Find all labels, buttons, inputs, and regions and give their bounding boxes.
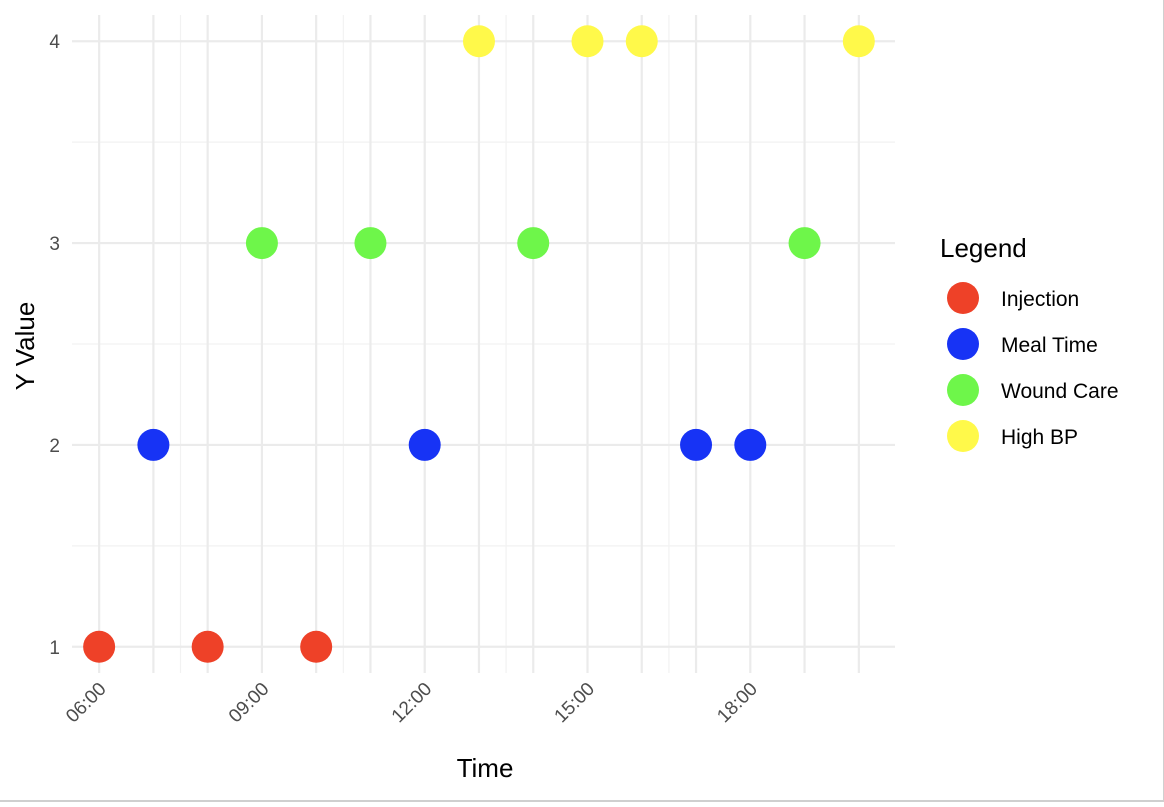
point-wound-care xyxy=(245,227,278,260)
point-injection xyxy=(83,630,116,663)
point-meal-time xyxy=(680,428,713,461)
y-axis-title: Y Value xyxy=(10,302,40,391)
legend-label-meal-time: Meal Time xyxy=(1001,334,1098,357)
legend-label-injection: Injection xyxy=(1001,288,1079,311)
point-high-bp xyxy=(842,25,875,58)
y-tick-label: 3 xyxy=(49,234,60,255)
point-meal-time xyxy=(734,428,767,461)
x-tick-label: 18:00 xyxy=(713,679,761,727)
point-wound-care xyxy=(517,227,550,260)
y-tick-label: 4 xyxy=(49,32,60,53)
point-high-bp xyxy=(462,25,495,58)
legend-items: Injection Meal Time Wound Care High BP xyxy=(947,282,1119,452)
legend-item-wound-care: Wound Care xyxy=(947,374,1119,406)
y-axis-ticks: 1 2 3 4 xyxy=(49,32,60,659)
x-axis-title: Time xyxy=(457,753,514,783)
legend-key-injection xyxy=(947,282,979,314)
x-tick-label: 12:00 xyxy=(388,679,436,727)
point-wound-care xyxy=(354,227,387,260)
legend-item-injection: Injection xyxy=(947,282,1079,314)
x-tick-label: 09:00 xyxy=(225,679,273,727)
legend-key-high-bp xyxy=(947,420,979,452)
point-injection xyxy=(191,630,224,663)
legend-key-wound-care xyxy=(947,374,979,406)
data-points xyxy=(83,25,875,663)
point-wound-care xyxy=(788,227,821,260)
x-tick-label: 06:00 xyxy=(62,679,110,727)
legend-title: Legend xyxy=(940,233,1027,263)
point-meal-time xyxy=(137,428,170,461)
point-high-bp xyxy=(625,25,658,58)
legend-item-meal-time: Meal Time xyxy=(947,328,1098,360)
point-injection xyxy=(300,630,333,663)
point-meal-time xyxy=(408,428,441,461)
y-tick-label: 1 xyxy=(49,638,60,659)
x-tick-label: 15:00 xyxy=(551,679,599,727)
x-axis-ticks: 06:00 09:00 12:00 15:00 18:00 xyxy=(62,679,762,727)
grid xyxy=(72,15,895,673)
legend: Legend Injection Meal Time Wound Care High … xyxy=(940,233,1119,452)
y-tick-label: 2 xyxy=(49,436,60,457)
legend-key-meal-time xyxy=(947,328,979,360)
legend-item-high-bp: High BP xyxy=(947,420,1078,452)
legend-label-wound-care: Wound Care xyxy=(1001,380,1119,403)
legend-label-high-bp: High BP xyxy=(1001,426,1078,449)
point-high-bp xyxy=(571,25,604,58)
